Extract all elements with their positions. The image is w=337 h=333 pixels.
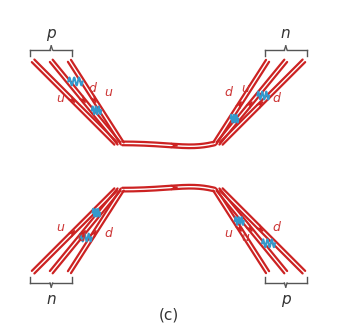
Text: d: d bbox=[88, 82, 96, 95]
Text: u: u bbox=[57, 92, 64, 105]
Text: u: u bbox=[104, 86, 112, 99]
Text: u: u bbox=[57, 221, 64, 234]
Text: d: d bbox=[273, 92, 280, 105]
Text: n: n bbox=[281, 26, 290, 41]
Text: d: d bbox=[78, 231, 85, 244]
Text: u: u bbox=[225, 227, 233, 240]
Text: p: p bbox=[281, 292, 290, 307]
Text: d: d bbox=[225, 86, 233, 99]
Text: u: u bbox=[241, 82, 249, 95]
Text: d: d bbox=[273, 221, 280, 234]
Text: d: d bbox=[104, 227, 112, 240]
Text: u: u bbox=[241, 231, 249, 244]
Text: p: p bbox=[47, 26, 56, 41]
Text: n: n bbox=[47, 292, 56, 307]
Text: (c): (c) bbox=[158, 308, 179, 323]
